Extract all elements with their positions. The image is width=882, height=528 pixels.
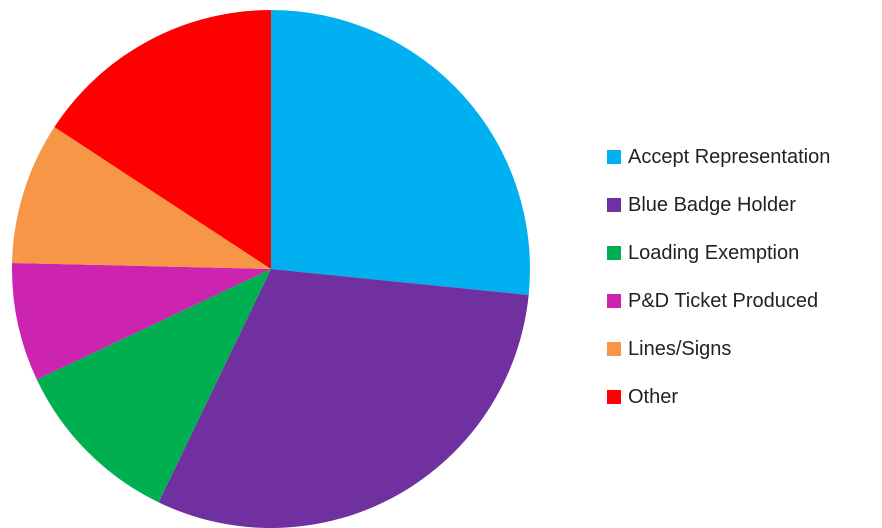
- legend-swatch: [607, 150, 621, 164]
- legend-item-p-d-ticket-produced: P&D Ticket Produced: [607, 277, 830, 325]
- legend-label: Blue Badge Holder: [628, 193, 796, 217]
- legend-swatch: [607, 342, 621, 356]
- legend-item-accept-representation: Accept Representation: [607, 133, 830, 181]
- legend-swatch: [607, 198, 621, 212]
- chart-legend: Accept Representation Blue Badge Holder Lo…: [607, 133, 830, 421]
- pie-plot-area: [0, 0, 600, 528]
- legend-item-lines-signs: Lines/Signs: [607, 325, 830, 373]
- legend-label: Loading Exemption: [628, 241, 799, 265]
- legend-item-blue-badge-holder: Blue Badge Holder: [607, 181, 830, 229]
- legend-swatch: [607, 246, 621, 260]
- legend-label: Other: [628, 385, 678, 409]
- legend-label: Lines/Signs: [628, 337, 731, 361]
- legend-item-loading-exemption: Loading Exemption: [607, 229, 830, 277]
- legend-swatch: [607, 294, 621, 308]
- legend-label: Accept Representation: [628, 145, 830, 169]
- legend-item-other: Other: [607, 373, 830, 421]
- pie-slice-accept-representation: [271, 10, 530, 295]
- legend-swatch: [607, 390, 621, 404]
- legend-label: P&D Ticket Produced: [628, 289, 818, 313]
